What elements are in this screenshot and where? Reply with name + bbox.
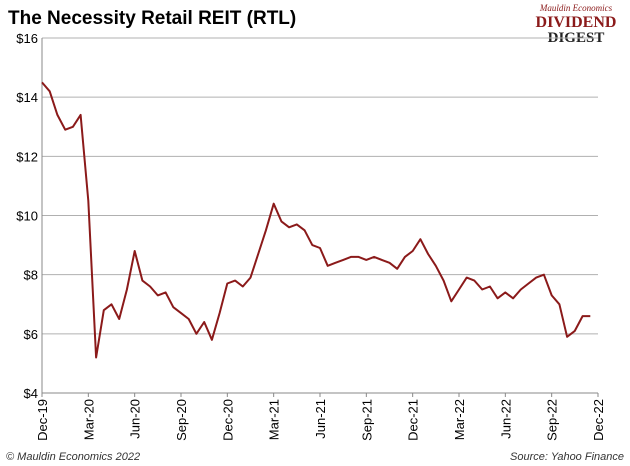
x-tick-label: Sep-22	[545, 399, 560, 441]
price-line	[41, 81, 591, 359]
x-tick-label: Jun-21	[313, 399, 328, 439]
x-tick-label: Mar-21	[267, 399, 282, 440]
y-tick-label: $6	[24, 327, 38, 342]
x-tick-label: Mar-20	[81, 399, 96, 440]
copyright: © Mauldin Economics 2022	[6, 451, 140, 463]
x-tick-label: Dec-19	[35, 399, 50, 441]
y-tick-label: $4	[24, 386, 38, 401]
x-tick-label: Dec-22	[591, 399, 606, 441]
logo-top: Mauldin Economics	[539, 3, 613, 13]
y-tick-label: $16	[16, 31, 38, 46]
chart-title: The Necessity Retail REIT (RTL)	[8, 8, 296, 29]
source: Source: Yahoo Finance	[510, 451, 624, 463]
x-tick-label: Sep-21	[359, 399, 374, 441]
x-tick-label: Dec-20	[220, 399, 235, 441]
y-tick-label: $8	[24, 268, 38, 283]
x-tick-label: Jun-22	[498, 399, 513, 439]
y-tick-label: $14	[16, 90, 38, 105]
x-tick-label: Dec-21	[406, 399, 421, 441]
x-tick-label: Sep-20	[174, 399, 189, 441]
x-tick-label: Mar-22	[452, 399, 467, 440]
y-tick-label: $12	[16, 149, 38, 164]
y-tick-label: $10	[16, 209, 38, 224]
x-tick-label: Jun-20	[128, 399, 143, 439]
logo-middle: DIVIDEND	[536, 14, 617, 31]
